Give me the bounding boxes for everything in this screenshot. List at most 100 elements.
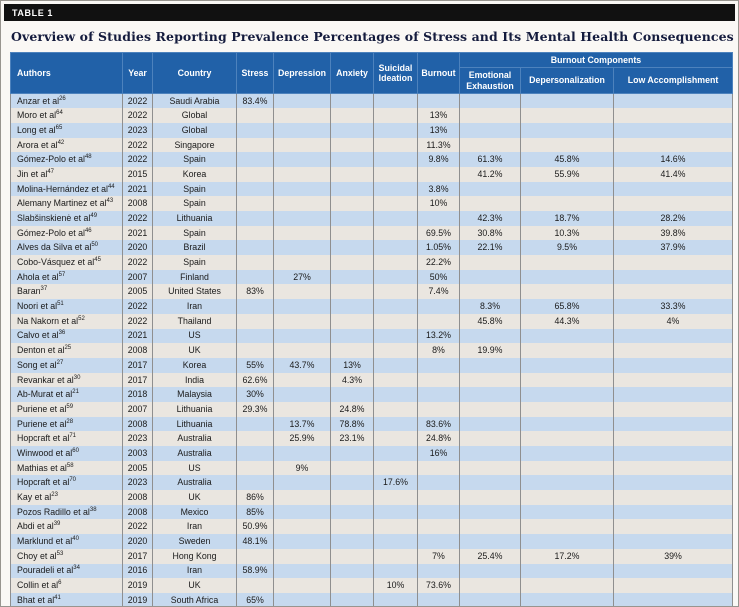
stress-cell <box>236 269 274 285</box>
depression-cell <box>273 343 331 358</box>
emotional-exhaustion-cell <box>459 137 521 153</box>
citation-ref: 28 <box>66 418 74 425</box>
burnout-cell: 3.8% <box>417 181 460 197</box>
year-cell: 2017 <box>122 357 153 373</box>
depression-cell <box>273 592 331 606</box>
emotional-exhaustion-cell <box>459 387 521 402</box>
author-cell: Jin et al47 <box>10 166 123 182</box>
low-accomplishment-cell <box>612 504 734 520</box>
emotional-exhaustion-cell <box>459 490 521 505</box>
suicidal-ideation-cell <box>373 152 418 167</box>
burnout-cell: 7.4% <box>417 284 460 300</box>
anxiety-cell <box>330 446 374 461</box>
author-cell: Mathias et al58 <box>10 460 123 476</box>
citation-ref: 71 <box>69 433 77 440</box>
emotional-exhaustion-cell: 42.3% <box>459 211 521 226</box>
depersonalization-cell <box>520 108 614 123</box>
suicidal-ideation-cell <box>373 137 418 153</box>
emotional-exhaustion-cell <box>459 475 521 491</box>
depression-cell <box>273 152 331 167</box>
anxiety-cell <box>330 563 374 579</box>
emotional-exhaustion-cell <box>459 357 521 373</box>
table-row: Alemany Martinez et al43 2008 Spain 10% <box>10 196 734 211</box>
suicidal-ideation-cell <box>373 93 418 109</box>
depersonalization-cell <box>520 284 614 300</box>
author-cell: Marklund et al40 <box>10 534 123 549</box>
anxiety-cell <box>330 548 374 564</box>
burnout-cell <box>417 460 460 476</box>
suicidal-ideation-cell <box>373 519 418 535</box>
depression-cell <box>273 255 331 270</box>
anxiety-cell <box>330 504 374 520</box>
emotional-exhaustion-cell: 41.2% <box>459 166 521 182</box>
depersonalization-cell <box>520 504 614 520</box>
table-header: Authors Year Country Stress Depression A… <box>10 52 734 94</box>
depression-cell <box>273 504 331 520</box>
anxiety-cell <box>330 211 374 226</box>
low-accomplishment-cell <box>612 328 734 344</box>
table-row: Cobo-Vásquez et al45 2022 Spain 22.2% <box>10 255 734 270</box>
suicidal-ideation-cell <box>373 592 418 606</box>
depression-cell <box>273 313 331 329</box>
col-header-burnout-components: Burnout Components <box>458 52 734 68</box>
citation-ref: 51 <box>57 301 64 308</box>
suicidal-ideation-cell <box>373 328 418 344</box>
year-cell: 2019 <box>122 592 153 606</box>
low-accomplishment-cell <box>612 592 734 606</box>
year-cell: 2023 <box>122 122 153 138</box>
burnout-cell: 24.8% <box>417 431 460 446</box>
low-accomplishment-cell <box>612 269 734 285</box>
emotional-exhaustion-cell: 61.3% <box>459 152 521 167</box>
emotional-exhaustion-cell: 45.8% <box>459 313 521 329</box>
stress-cell <box>236 211 274 226</box>
depression-cell: 27% <box>273 269 331 285</box>
depersonalization-cell <box>520 357 614 373</box>
country-cell: Global <box>152 108 237 123</box>
author-cell: Bhat et al41 <box>10 592 123 606</box>
burnout-cell <box>417 519 460 535</box>
year-cell: 2008 <box>122 504 153 520</box>
country-cell: Lithuania <box>152 401 237 417</box>
emotional-exhaustion-cell: 25.4% <box>459 548 521 564</box>
stress-cell <box>236 108 274 123</box>
country-cell: United States <box>152 284 237 300</box>
year-cell: 2015 <box>122 166 153 182</box>
emotional-exhaustion-cell <box>459 255 521 270</box>
anxiety-cell <box>330 578 374 593</box>
stress-cell <box>236 446 274 461</box>
col-header-country: Country <box>152 52 237 94</box>
burnout-cell: 9.8% <box>417 152 460 167</box>
depression-cell <box>273 284 331 300</box>
emotional-exhaustion-cell <box>459 534 521 549</box>
country-cell: Australia <box>152 475 237 491</box>
country-cell: Finland <box>152 269 237 285</box>
anxiety-cell: 24.8% <box>330 401 374 417</box>
year-cell: 2021 <box>122 181 153 197</box>
stress-cell: 85% <box>236 504 274 520</box>
anxiety-cell <box>330 328 374 344</box>
burnout-cell <box>417 504 460 520</box>
year-cell: 2022 <box>122 313 153 329</box>
citation-ref: 30 <box>73 374 81 381</box>
year-cell: 2008 <box>122 343 153 358</box>
stress-cell <box>236 328 274 344</box>
studies-table: Authors Year Country Stress Depression A… <box>10 52 734 606</box>
burnout-cell <box>417 534 460 549</box>
emotional-exhaustion-cell <box>459 284 521 300</box>
author-cell: Winwood et al60 <box>10 446 123 461</box>
year-cell: 2005 <box>122 460 153 476</box>
suicidal-ideation-cell <box>373 504 418 520</box>
low-accomplishment-cell: 39.8% <box>612 225 734 241</box>
year-cell: 2022 <box>122 519 153 535</box>
depersonalization-cell <box>520 416 614 432</box>
table-row: Na Nakorn et al52 2022 Thailand 45.8% 44.3% 4… <box>10 313 734 329</box>
burnout-cell: 8% <box>417 343 460 358</box>
citation-ref: 45 <box>94 257 101 264</box>
depersonalization-cell <box>520 196 614 211</box>
suicidal-ideation-cell <box>373 416 418 432</box>
country-cell: Malaysia <box>152 387 237 402</box>
burnout-cell: 13.2% <box>417 328 460 344</box>
depression-cell <box>273 181 331 197</box>
citation-ref: 52 <box>78 315 85 322</box>
country-cell: US <box>152 460 237 476</box>
